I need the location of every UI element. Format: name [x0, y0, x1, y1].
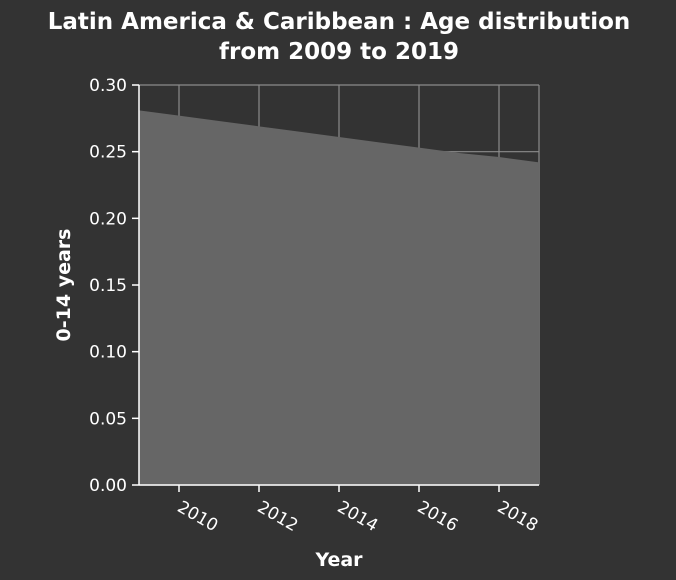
x-tick-label: 2012 — [254, 497, 301, 536]
y-tick-label: 0.05 — [89, 409, 127, 429]
y-axis-label: 0-14 years — [53, 229, 75, 342]
chart-title-line-1: Latin America & Caribbean : Age distribu… — [48, 9, 631, 35]
plot-area: 0.00 0.05 0.10 0.15 0.20 0.25 0.30 2010 2012 2014… — [89, 76, 541, 536]
x-tick-label: 2016 — [414, 497, 461, 536]
x-tick-label: 2010 — [174, 497, 221, 536]
y-tick-label: 0.15 — [89, 276, 127, 296]
y-tick-label: 0.30 — [89, 76, 127, 96]
y-tick-label: 0.10 — [89, 343, 127, 363]
chart-title-line-2: from 2009 to 2019 — [219, 39, 459, 65]
x-tick-label: 2014 — [334, 497, 381, 536]
y-tick-label: 0.25 — [89, 143, 127, 163]
y-tick-label: 0.20 — [89, 209, 127, 229]
x-tick-label: 2018 — [494, 497, 541, 536]
area-series — [139, 110, 539, 485]
y-tick-label: 0.00 — [89, 476, 127, 496]
x-axis-label: Year — [314, 549, 363, 571]
